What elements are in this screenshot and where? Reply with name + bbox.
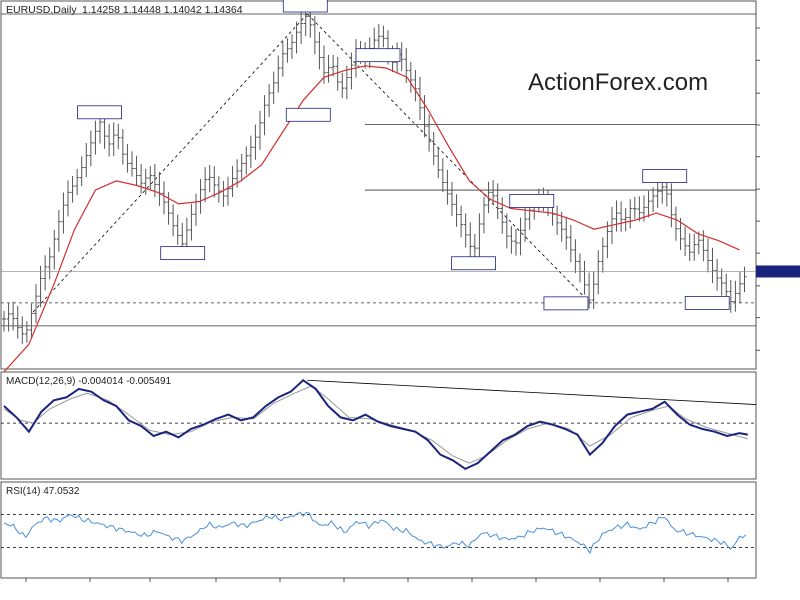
ma-line: [3, 65, 740, 373]
rsi-layer: [1, 511, 756, 555]
swing-label-box: [509, 194, 555, 208]
x-axis: [25, 578, 729, 582]
price-panel-frame: [0, 0, 757, 370]
watermark: ActionForex.com: [528, 69, 708, 96]
macd-line: [3, 379, 748, 471]
symbol-label: EURUSD,Daily: [6, 4, 77, 16]
trend-line: [307, 13, 591, 304]
swing-label-box: [282, 0, 328, 13]
swing-label-box: [642, 169, 688, 183]
macd-layer: [1, 379, 757, 471]
swing-label-box: [684, 295, 730, 310]
swing-label-box: [77, 105, 122, 120]
swing-label-box: [543, 296, 589, 311]
rsi-line: [3, 511, 747, 555]
swing-label-box: [451, 256, 496, 271]
rsi-panel-frame: [0, 481, 757, 579]
price-layer: [1, 0, 800, 373]
ohlc-label: 1.14258 1.14448 1.14042 1.14364: [82, 4, 243, 16]
current-price-box: [756, 265, 800, 278]
swing-label-box: [160, 246, 206, 261]
macd-panel-frame: [0, 371, 757, 480]
rsi-title: RSI(14) 47.0532: [6, 486, 80, 497]
macd-trend-line: [307, 379, 757, 405]
swing-label-box: [285, 107, 331, 122]
swing-label-box: [355, 48, 401, 63]
trend-line: [32, 13, 308, 313]
macd-title: MACD(12,26,9) -0.004014 -0.005491: [6, 376, 172, 387]
